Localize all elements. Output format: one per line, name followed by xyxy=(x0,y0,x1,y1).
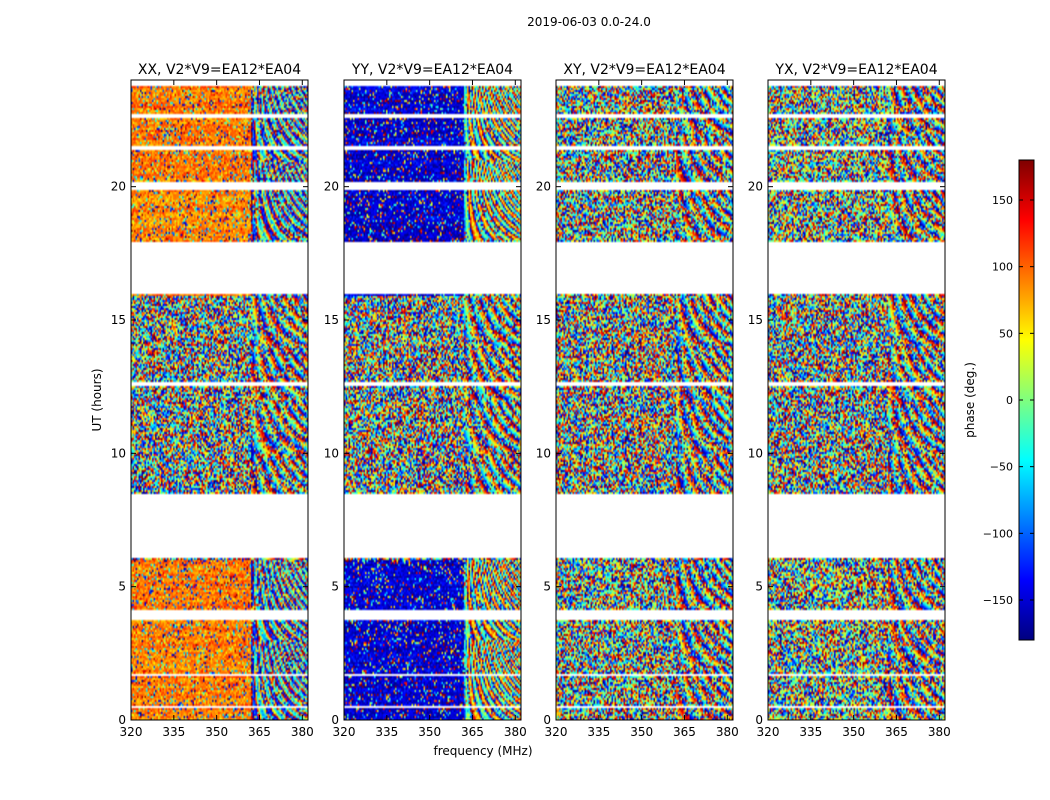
x-tick-label: 365 xyxy=(673,725,696,739)
panel-heatmap xyxy=(556,80,733,720)
x-tick-label: 365 xyxy=(461,725,484,739)
x-tick-label: 335 xyxy=(162,725,185,739)
panel-heatmap xyxy=(131,80,308,720)
y-tick-label: 0 xyxy=(755,713,763,727)
x-axis-label: frequency (MHz) xyxy=(433,744,532,758)
y-tick-label: 5 xyxy=(543,580,551,594)
panel-title: XY, V2*V9=EA12*EA04 xyxy=(563,62,725,78)
y-tick-label: 5 xyxy=(118,580,126,594)
colorbar-tick-label: −50 xyxy=(990,461,1013,474)
x-tick-label: 350 xyxy=(842,725,865,739)
colorbar-tick-label: −100 xyxy=(983,527,1013,540)
panel-frame xyxy=(343,79,522,721)
x-tick-label: 380 xyxy=(291,725,314,739)
y-tick-label: 15 xyxy=(748,313,763,327)
y-tick-label: 15 xyxy=(111,313,126,327)
x-tick-label: 380 xyxy=(716,725,739,739)
x-tick-label: 335 xyxy=(587,725,610,739)
x-tick-label: 320 xyxy=(120,725,143,739)
colorbar-tick-label: 100 xyxy=(992,261,1013,274)
y-tick-label: 5 xyxy=(755,580,763,594)
y-tick-label: 20 xyxy=(324,180,339,194)
y-tick-label: 20 xyxy=(111,180,126,194)
colorbar-tick-label: 0 xyxy=(1006,394,1013,407)
colorbar-tick-label: 50 xyxy=(999,327,1013,340)
x-tick-label: 350 xyxy=(418,725,441,739)
panel-title: YY, V2*V9=EA12*EA04 xyxy=(351,62,513,78)
panel-4: YX, V2*V9=EA12*EA04 320 335 350 365 380 0 5 10 15… xyxy=(748,62,951,739)
panel-1: XX, V2*V9=EA12*EA04 320 335 350 365 380 0 5 10 15… xyxy=(111,62,314,739)
panels-layer: XX, V2*V9=EA12*EA04 320 335 350 365 380 0 5 10 15… xyxy=(111,62,951,739)
y-tick-label: 20 xyxy=(536,180,551,194)
y-tick-label: 0 xyxy=(543,713,551,727)
colorbar-tick-label: 150 xyxy=(992,194,1013,207)
panel-frame xyxy=(767,79,946,721)
y-tick-label: 10 xyxy=(111,446,126,460)
x-tick-label: 365 xyxy=(248,725,271,739)
colorbar-tick-label: −150 xyxy=(983,594,1013,607)
y-tick-label: 15 xyxy=(536,313,551,327)
y-tick-label: 15 xyxy=(324,313,339,327)
panel-title: YX, V2*V9=EA12*EA04 xyxy=(774,62,937,78)
y-tick-label: 10 xyxy=(748,446,763,460)
y-axis-label: UT (hours) xyxy=(90,368,104,431)
x-tick-label: 335 xyxy=(375,725,398,739)
x-tick-label: 350 xyxy=(205,725,228,739)
x-tick-label: 350 xyxy=(630,725,653,739)
panel-2: YY, V2*V9=EA12*EA04 320 335 350 365 380 0 5 10 15… xyxy=(324,62,527,739)
panel-frame xyxy=(130,79,309,721)
colorbar: −150 −100 −50 0 50 100 150 xyxy=(983,159,1035,641)
panel-heatmap xyxy=(768,80,945,720)
x-tick-label: 320 xyxy=(333,725,356,739)
y-tick-label: 0 xyxy=(118,713,126,727)
panel-heatmap xyxy=(344,80,521,720)
y-tick-label: 0 xyxy=(331,713,339,727)
x-tick-label: 365 xyxy=(885,725,908,739)
x-tick-label: 335 xyxy=(799,725,822,739)
x-tick-label: 320 xyxy=(545,725,568,739)
x-tick-label: 380 xyxy=(928,725,951,739)
y-tick-label: 10 xyxy=(536,446,551,460)
colorbar-label: phase (deg.) xyxy=(963,362,977,438)
panel-frame xyxy=(555,79,734,721)
panel-title: XX, V2*V9=EA12*EA04 xyxy=(138,62,301,78)
y-tick-label: 20 xyxy=(748,180,763,194)
x-tick-label: 380 xyxy=(504,725,527,739)
y-tick-label: 5 xyxy=(331,580,339,594)
x-tick-label: 320 xyxy=(757,725,780,739)
panel-3: XY, V2*V9=EA12*EA04 320 335 350 365 380 0 5 10 15… xyxy=(536,62,739,739)
figure-suptitle: 2019-06-03 0.0-24.0 xyxy=(527,15,651,29)
y-tick-label: 10 xyxy=(324,446,339,460)
